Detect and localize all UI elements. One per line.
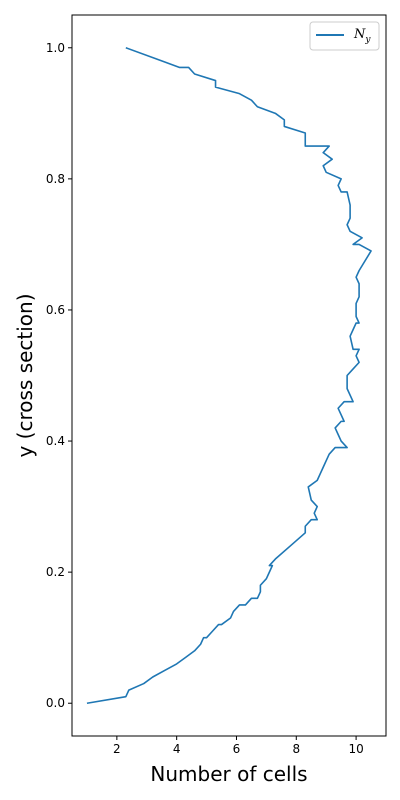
x-tick-label: 2 xyxy=(113,742,121,756)
x-tick-label: 10 xyxy=(348,742,363,756)
plot-frame xyxy=(71,14,387,737)
x-tick-label: 4 xyxy=(173,742,181,756)
legend-box xyxy=(309,21,380,51)
x-tick-label: 8 xyxy=(292,742,300,756)
legend: Ny xyxy=(309,21,380,51)
series-line-0 xyxy=(86,47,372,705)
x-tick-label: 6 xyxy=(233,742,241,756)
y-tick-label: 0.2 xyxy=(46,565,65,579)
y-tick-label: 0.8 xyxy=(46,172,65,186)
y-tick-label: 0.0 xyxy=(46,696,65,710)
legend-label: Ny xyxy=(353,27,371,45)
plot-area xyxy=(86,47,372,705)
y-axis: 0.0 0.2 0.4 0.6 0.8 1.0 xyxy=(46,41,72,710)
legend-label-base: N xyxy=(353,27,366,42)
y-axis-title: y (cross section) xyxy=(13,293,37,457)
y-tick-label: 0.4 xyxy=(46,434,65,448)
y-tick-label: 1.0 xyxy=(46,41,65,55)
x-axis: 2 4 6 8 10 xyxy=(113,736,364,756)
x-axis-title: Number of cells xyxy=(150,762,307,786)
legend-label-subscript: y xyxy=(364,35,371,45)
y-tick-label: 0.6 xyxy=(46,303,65,317)
